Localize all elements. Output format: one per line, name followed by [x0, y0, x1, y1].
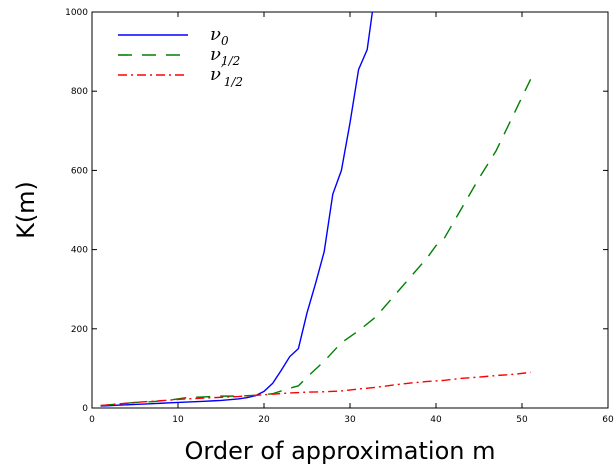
series-layer: [100, 12, 532, 407]
x-tick-label: 40: [430, 415, 442, 425]
plot-border: [91, 11, 609, 409]
legend-label-1: ν1/2: [210, 44, 240, 68]
series-line-1: [100, 79, 532, 407]
legend-label-0: ν0: [210, 24, 229, 48]
y-tick-label: 800: [71, 87, 88, 97]
x-tick-label: 0: [89, 415, 95, 425]
y-tick-label: 400: [71, 246, 88, 256]
legend-label-2: ν′1/2: [210, 63, 243, 89]
y-tick-label: 0: [82, 404, 88, 414]
y-tick-label: 200: [71, 325, 88, 335]
y-tick-label: 600: [71, 166, 88, 176]
x-tick-label: 20: [258, 415, 270, 425]
series-line-2: [100, 371, 531, 407]
plot-frame: [91, 11, 609, 409]
x-tick-label: 10: [172, 415, 184, 425]
x-tick-label: 60: [602, 415, 614, 425]
x-axis-label: Order of approximation m: [185, 437, 496, 465]
series-line-0: [100, 12, 374, 407]
x-tick-label: 50: [516, 415, 528, 425]
y-tick-label: 1000: [65, 8, 88, 18]
y-axis-label: K(m): [12, 181, 40, 239]
x-tick-label: 30: [344, 415, 356, 425]
